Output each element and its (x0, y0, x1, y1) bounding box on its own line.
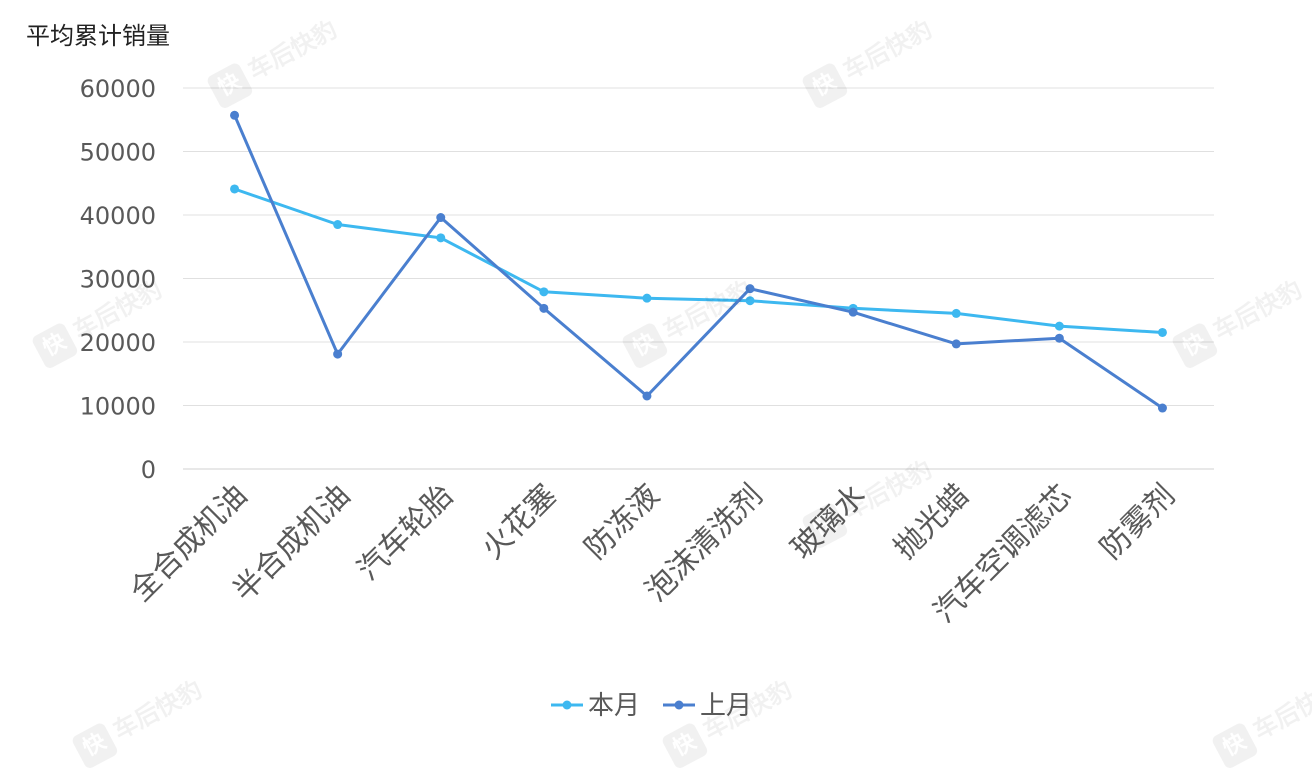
data-point (230, 110, 240, 120)
data-point (745, 284, 755, 294)
y-tick-label: 50000 (80, 139, 156, 167)
data-point (539, 287, 549, 297)
y-tick-label: 20000 (80, 329, 156, 357)
data-point (951, 308, 961, 318)
x-tick-label: 防雾剂 (1094, 478, 1182, 566)
y-tick-label: 30000 (80, 266, 156, 294)
data-point (1157, 403, 1167, 413)
legend-marker (674, 700, 684, 710)
data-point (333, 220, 343, 230)
data-point (539, 303, 549, 313)
x-tick-label: 防冻液 (578, 478, 666, 566)
y-tick-label: 10000 (80, 393, 156, 421)
data-point (333, 349, 343, 359)
data-point (1054, 333, 1064, 343)
data-point (745, 296, 755, 306)
x-tick-label: 汽车轮胎 (351, 478, 461, 588)
legend-label: 上月 (700, 691, 752, 721)
y-tick-label: 60000 (80, 75, 156, 103)
series-line (234, 187, 1163, 334)
y-axis-title: 平均累计销量 (26, 22, 170, 50)
chart-container: 平均累计销量 0 10000 20000 30000 40000 50000 60000 全合… (26, 15, 1312, 770)
y-tick-label: 0 (141, 456, 156, 484)
data-point (1157, 327, 1167, 337)
data-point (436, 213, 446, 223)
series-line (233, 114, 1164, 410)
data-point (642, 391, 652, 401)
data-point (642, 293, 652, 303)
data-point (1054, 321, 1064, 331)
x-tick-label: 玻璃水 (784, 478, 872, 566)
data-point (230, 184, 240, 194)
legend-label: 本月 (588, 691, 640, 721)
line-chart: 0100002000030000400005000060000全合成机油半合成机… (80, 75, 1214, 721)
data-point (436, 233, 446, 243)
y-tick-label: 40000 (80, 202, 156, 230)
data-point (848, 307, 858, 317)
x-tick-label: 火花塞 (475, 478, 563, 566)
data-point (951, 339, 961, 349)
x-tick-label: 抛光蜡 (888, 478, 976, 566)
legend-marker (562, 700, 572, 710)
